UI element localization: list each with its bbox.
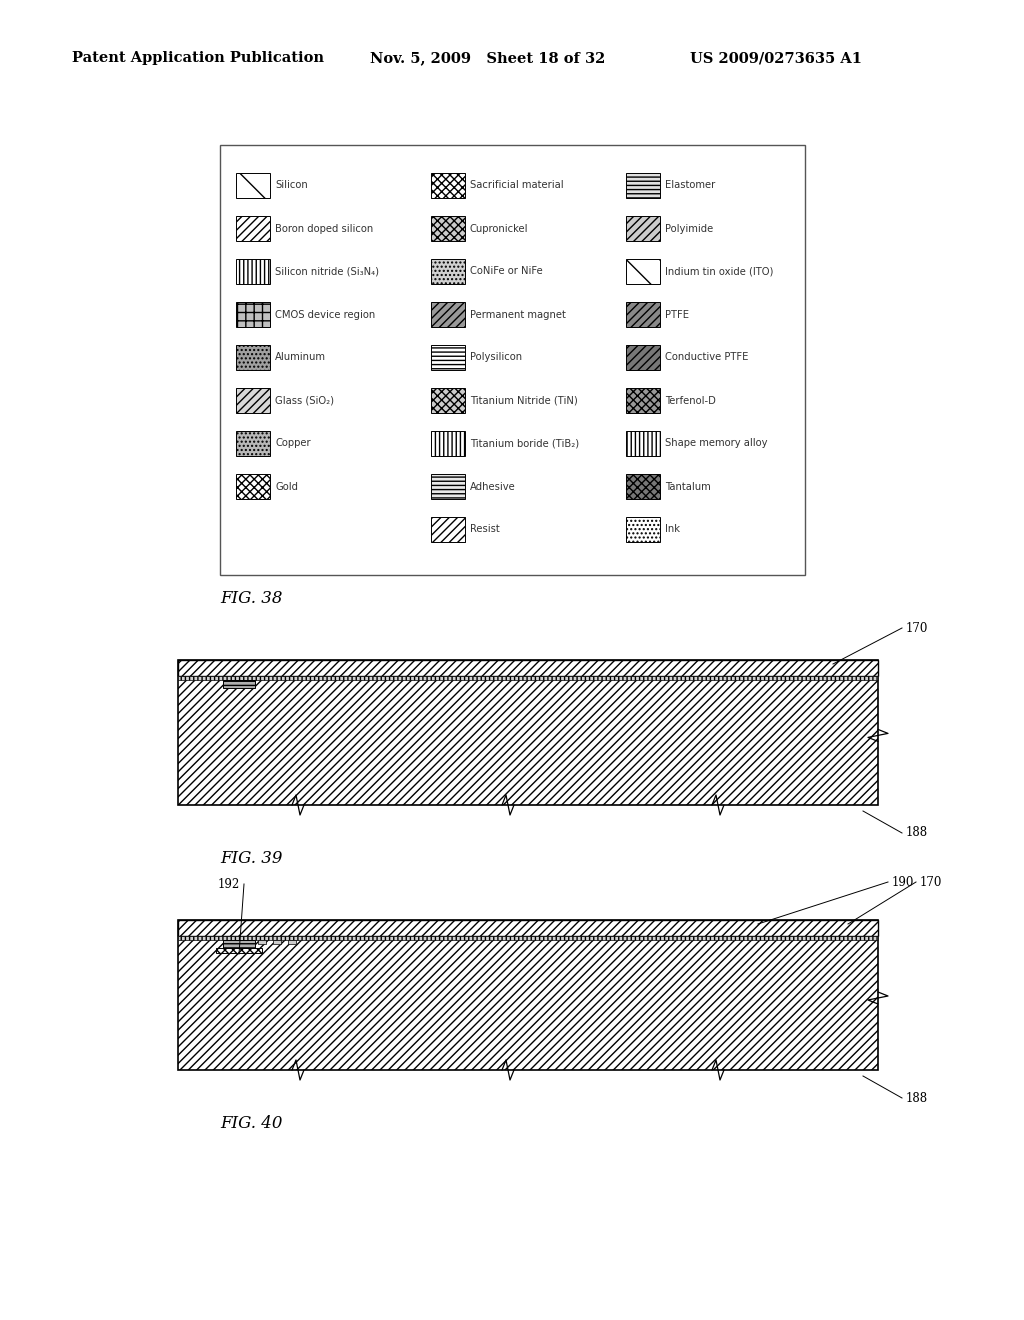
- Text: Gold: Gold: [275, 482, 298, 491]
- Bar: [431, 216, 465, 242]
- Bar: [178, 920, 878, 936]
- Bar: [223, 940, 255, 948]
- Bar: [626, 432, 660, 455]
- Bar: [178, 676, 878, 680]
- Text: Terfenol-D: Terfenol-D: [665, 396, 716, 405]
- Bar: [178, 920, 878, 1071]
- Text: 170: 170: [906, 622, 929, 635]
- Bar: [431, 302, 465, 327]
- Bar: [626, 345, 660, 370]
- Text: FIG. 40: FIG. 40: [220, 1115, 283, 1133]
- Bar: [431, 432, 465, 455]
- Bar: [236, 259, 270, 284]
- Text: Shape memory alloy: Shape memory alloy: [665, 438, 768, 449]
- Bar: [431, 388, 465, 413]
- Bar: [626, 259, 660, 284]
- Bar: [216, 948, 262, 953]
- Bar: [431, 173, 465, 198]
- Text: CMOS device region: CMOS device region: [275, 309, 375, 319]
- Bar: [178, 660, 878, 676]
- Text: Silicon nitride (Si₃N₄): Silicon nitride (Si₃N₄): [275, 267, 379, 276]
- Text: Adhesive: Adhesive: [470, 482, 516, 491]
- Bar: [236, 432, 270, 455]
- Text: PTFE: PTFE: [665, 309, 689, 319]
- Text: CoNiFe or NiFe: CoNiFe or NiFe: [470, 267, 543, 276]
- Bar: [236, 302, 270, 327]
- Bar: [626, 216, 660, 242]
- Bar: [273, 940, 281, 944]
- Bar: [431, 345, 465, 370]
- Text: 192: 192: [218, 878, 241, 891]
- Bar: [236, 345, 270, 370]
- Text: Patent Application Publication: Patent Application Publication: [72, 51, 324, 65]
- Text: Glass (SiO₂): Glass (SiO₂): [275, 396, 334, 405]
- Text: Boron doped silicon: Boron doped silicon: [275, 223, 374, 234]
- Text: Permanent magnet: Permanent magnet: [470, 309, 566, 319]
- Bar: [626, 474, 660, 499]
- Text: Resist: Resist: [470, 524, 500, 535]
- Text: Nov. 5, 2009   Sheet 18 of 32: Nov. 5, 2009 Sheet 18 of 32: [370, 51, 605, 65]
- Bar: [431, 517, 465, 543]
- Text: FIG. 38: FIG. 38: [220, 590, 283, 607]
- Bar: [626, 302, 660, 327]
- Bar: [626, 173, 660, 198]
- Text: Indium tin oxide (ITO): Indium tin oxide (ITO): [665, 267, 773, 276]
- Text: 188: 188: [906, 826, 928, 840]
- Bar: [626, 517, 660, 543]
- Text: Conductive PTFE: Conductive PTFE: [665, 352, 749, 363]
- Bar: [236, 216, 270, 242]
- Text: Polysilicon: Polysilicon: [470, 352, 522, 363]
- Bar: [220, 145, 805, 576]
- Bar: [178, 936, 878, 940]
- Text: Tantalum: Tantalum: [665, 482, 711, 491]
- Bar: [236, 474, 270, 499]
- Text: Titanium Nitride (TiN): Titanium Nitride (TiN): [470, 396, 578, 405]
- Text: Polyimide: Polyimide: [665, 223, 714, 234]
- Bar: [236, 388, 270, 413]
- Text: 188: 188: [906, 1092, 928, 1105]
- Bar: [288, 940, 296, 944]
- Text: Ink: Ink: [665, 524, 680, 535]
- Text: FIG. 39: FIG. 39: [220, 850, 283, 867]
- Bar: [431, 259, 465, 284]
- Bar: [431, 474, 465, 499]
- Text: Copper: Copper: [275, 438, 310, 449]
- Text: Titanium boride (TiB₂): Titanium boride (TiB₂): [470, 438, 580, 449]
- Text: Aluminum: Aluminum: [275, 352, 326, 363]
- Bar: [258, 940, 266, 944]
- Bar: [626, 388, 660, 413]
- Text: Elastomer: Elastomer: [665, 181, 715, 190]
- Text: US 2009/0273635 A1: US 2009/0273635 A1: [690, 51, 862, 65]
- Text: 170: 170: [920, 875, 942, 888]
- Text: Sacrificial material: Sacrificial material: [470, 181, 563, 190]
- Text: Cupronickel: Cupronickel: [470, 223, 528, 234]
- Text: Silicon: Silicon: [275, 181, 308, 190]
- Bar: [178, 660, 878, 805]
- Bar: [223, 680, 255, 688]
- Bar: [236, 173, 270, 198]
- Text: 190: 190: [892, 875, 914, 888]
